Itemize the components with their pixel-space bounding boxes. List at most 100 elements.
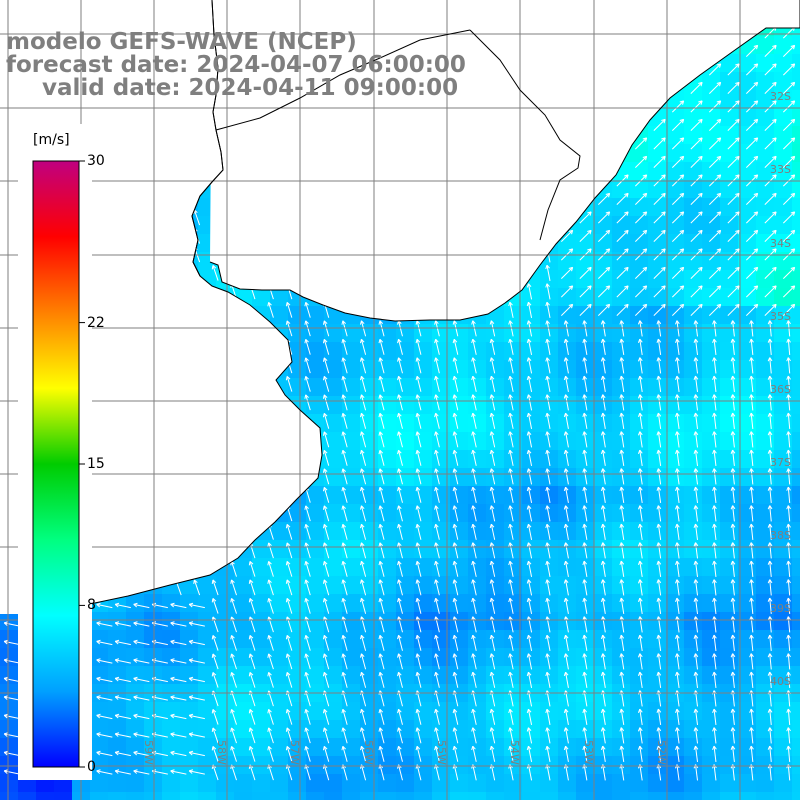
wind-arrow bbox=[434, 338, 440, 355]
wind-arrow bbox=[489, 338, 496, 355]
wind-arrow bbox=[489, 560, 496, 577]
wind-arrow bbox=[378, 542, 385, 559]
wind-arrow bbox=[597, 285, 611, 298]
wind-arrow bbox=[749, 338, 754, 356]
wind-arrow bbox=[619, 653, 625, 670]
wind-arrow bbox=[304, 542, 311, 559]
wind-arrow bbox=[563, 542, 569, 559]
wind-arrow bbox=[582, 727, 588, 744]
wind-arrow bbox=[782, 192, 796, 206]
wind-arrow bbox=[712, 449, 717, 467]
wind-arrow bbox=[745, 285, 759, 298]
wind-arrow bbox=[359, 486, 367, 503]
wind-arrow bbox=[563, 375, 569, 392]
wind-arrow bbox=[712, 560, 717, 578]
wind-arrow bbox=[526, 468, 533, 485]
wind-arrow bbox=[690, 211, 703, 224]
wind-arrow bbox=[397, 449, 403, 466]
wind-arrow bbox=[693, 375, 699, 392]
wind-arrow bbox=[415, 449, 422, 466]
wind-arrow bbox=[359, 375, 367, 392]
wind-arrow bbox=[786, 745, 791, 763]
wind-arrow bbox=[471, 375, 477, 392]
wind-arrow bbox=[786, 375, 791, 393]
wind-arrow bbox=[452, 597, 459, 614]
wind-arrow bbox=[619, 708, 625, 725]
wind-arrow bbox=[656, 412, 662, 429]
wind-arrow bbox=[452, 727, 459, 744]
wind-arrow bbox=[378, 727, 385, 744]
wind-arrow bbox=[637, 671, 643, 688]
wind-arrow bbox=[471, 357, 477, 374]
wind-arrow bbox=[782, 155, 796, 169]
wind-arrow bbox=[304, 523, 311, 540]
wind-arrow bbox=[690, 266, 703, 280]
wind-arrow bbox=[563, 486, 569, 503]
wind-arrow bbox=[563, 468, 569, 485]
wind-arrow bbox=[211, 653, 219, 670]
wind-arrow bbox=[671, 192, 685, 206]
wind-arrow bbox=[786, 486, 791, 504]
wind-arrow bbox=[133, 676, 150, 683]
wind-arrow bbox=[579, 229, 592, 243]
wind-arrow bbox=[248, 653, 256, 670]
wind-arrow bbox=[434, 560, 440, 577]
wind-arrow bbox=[489, 708, 496, 725]
wind-arrow bbox=[653, 211, 666, 224]
wind-arrow bbox=[96, 769, 113, 775]
wind-arrow bbox=[637, 412, 643, 429]
wind-arrow bbox=[188, 695, 205, 701]
wind-arrow bbox=[712, 727, 717, 744]
wind-arrow bbox=[730, 653, 736, 670]
wind-arrow bbox=[452, 542, 459, 559]
wind-arrow bbox=[582, 542, 588, 559]
lon-label: 59W bbox=[142, 740, 155, 765]
wind-arrow bbox=[304, 375, 311, 392]
wind-arrow bbox=[730, 579, 736, 596]
wind-arrow bbox=[285, 560, 293, 577]
wind-arrow bbox=[616, 285, 629, 298]
wind-arrow bbox=[378, 634, 385, 651]
wind-arrow bbox=[767, 412, 773, 430]
wind-arrow bbox=[708, 303, 722, 317]
wind-arrow bbox=[489, 727, 496, 744]
wind-arrow bbox=[304, 653, 311, 670]
wind-arrow bbox=[188, 713, 205, 720]
wind-arrow bbox=[782, 303, 796, 317]
wind-arrow bbox=[359, 542, 367, 559]
wind-arrow bbox=[3, 750, 20, 757]
wind-arrow bbox=[188, 639, 205, 646]
wind-arrow bbox=[230, 579, 237, 596]
wind-arrow bbox=[489, 412, 496, 429]
colorbar-tick-label: 8 bbox=[87, 597, 96, 614]
wind-arrow bbox=[322, 597, 330, 614]
model-title: modelo GEFS-WAVE (NCEP) bbox=[6, 29, 357, 55]
wind-arrow bbox=[322, 375, 330, 392]
wind-arrow bbox=[471, 597, 477, 614]
wind-arrow bbox=[634, 192, 648, 206]
wind-arrow bbox=[508, 634, 514, 651]
wind-arrow bbox=[749, 394, 754, 411]
wind-arrow bbox=[597, 303, 611, 317]
wind-arrow bbox=[341, 542, 348, 559]
wind-arrow bbox=[767, 727, 773, 744]
wind-arrow bbox=[749, 375, 754, 393]
wind-arrow bbox=[786, 671, 791, 689]
wind-arrow bbox=[526, 338, 533, 355]
wind-arrow bbox=[656, 597, 662, 614]
wind-arrow bbox=[730, 449, 736, 467]
lat-label: 36S bbox=[770, 383, 791, 396]
wind-arrow bbox=[322, 394, 330, 411]
wind-arrow bbox=[471, 486, 477, 503]
wind-arrow bbox=[600, 523, 606, 540]
wind-arrow bbox=[359, 357, 367, 374]
wind-arrow bbox=[637, 468, 643, 485]
wind-arrow bbox=[267, 746, 274, 762]
wind-arrow bbox=[285, 579, 293, 596]
wind-arrow bbox=[378, 357, 385, 374]
wind-arrow bbox=[563, 560, 569, 577]
wind-arrow bbox=[563, 394, 569, 411]
wind-arrow bbox=[267, 672, 274, 688]
wind-arrow bbox=[637, 338, 643, 355]
wind-arrow bbox=[545, 560, 551, 577]
